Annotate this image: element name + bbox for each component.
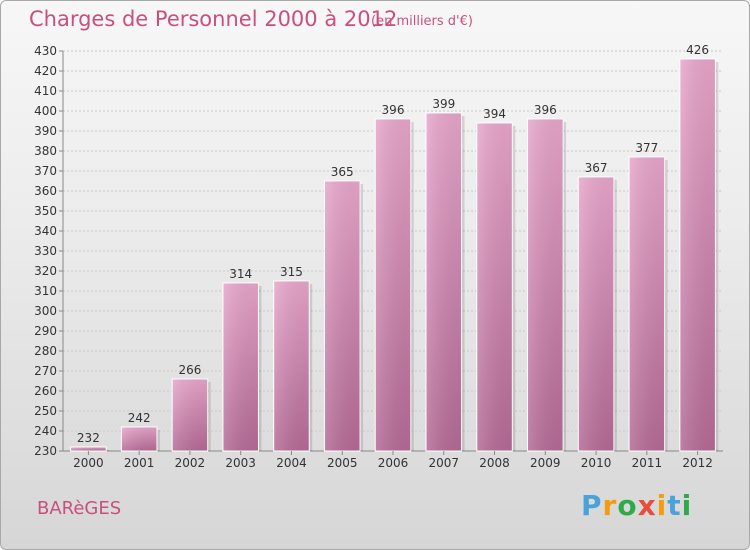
data-label: 242 [128, 411, 151, 425]
y-tick-label: 380 [34, 144, 57, 158]
x-tick-label: 2010 [581, 456, 612, 470]
bar-highlight [222, 283, 259, 451]
data-label: 426 [686, 43, 709, 57]
data-label: 232 [77, 431, 100, 445]
bar-highlight [375, 119, 411, 451]
y-tick-label: 250 [34, 404, 57, 418]
bar-highlight [172, 379, 208, 451]
y-tick-label: 260 [34, 384, 57, 398]
y-tick-label: 300 [34, 304, 57, 318]
data-label: 315 [280, 265, 303, 279]
bar-highlight [527, 119, 564, 451]
bar-highlight [426, 113, 462, 451]
logo-letter: x [637, 489, 657, 522]
y-tick-label: 240 [34, 424, 57, 438]
logo-letter: i [656, 489, 668, 522]
data-label: 314 [229, 267, 252, 281]
data-label: 377 [635, 141, 658, 155]
y-tick-label: 390 [34, 124, 57, 138]
x-tick-label: 2006 [378, 456, 409, 470]
y-tick-label: 360 [34, 184, 57, 198]
x-tick-label: 2001 [124, 456, 155, 470]
proxiti-logo: Proxiti [581, 489, 692, 522]
bar-highlight [629, 157, 665, 451]
y-tick-label: 350 [34, 204, 57, 218]
logo-letter: t [667, 489, 682, 522]
data-label: 365 [331, 165, 354, 179]
y-tick-label: 280 [34, 344, 57, 358]
chart-subtitle: (en milliers d'€) [371, 14, 473, 29]
x-tick-label: 2000 [73, 456, 104, 470]
data-label: 367 [585, 161, 608, 175]
y-tick-label: 320 [34, 264, 57, 278]
x-tick-label: 2003 [225, 456, 256, 470]
commune-name: BARèGES [37, 498, 122, 519]
data-label: 266 [178, 363, 201, 377]
x-tick-label: 2004 [276, 456, 307, 470]
y-tick-label: 430 [34, 44, 57, 58]
bar-highlight [273, 281, 310, 451]
y-tick-label: 420 [34, 64, 57, 78]
y-tick-label: 270 [34, 364, 57, 378]
y-tick-label: 410 [34, 84, 57, 98]
bar-highlight [70, 447, 107, 451]
logo-letter: P [581, 489, 603, 522]
x-tick-label: 2002 [175, 456, 206, 470]
data-label: 399 [432, 97, 455, 111]
x-tick-label: 2009 [530, 456, 561, 470]
bar-highlight [324, 181, 360, 451]
x-tick-label: 2012 [682, 456, 713, 470]
y-tick-label: 340 [34, 224, 57, 238]
y-tick-label: 230 [34, 444, 57, 458]
y-tick-label: 310 [34, 284, 57, 298]
bar-highlight [679, 59, 716, 451]
y-tick-label: 400 [34, 104, 57, 118]
data-label: 394 [483, 107, 506, 121]
logo-letter: r [602, 489, 618, 522]
x-tick-label: 2007 [428, 456, 459, 470]
y-tick-label: 330 [34, 244, 57, 258]
bar-highlight [578, 177, 614, 451]
logo-letter: o [617, 489, 638, 522]
bar-highlight [121, 427, 157, 451]
x-tick-label: 2005 [327, 456, 358, 470]
bar-highlight [476, 123, 513, 451]
y-tick-label: 370 [34, 164, 57, 178]
data-label: 396 [382, 103, 405, 117]
chart-title: Charges de Personnel 2000 à 2012 [29, 7, 398, 31]
y-tick-label: 290 [34, 324, 57, 338]
x-tick-label: 2011 [632, 456, 663, 470]
logo-letter: i [681, 489, 693, 522]
x-tick-label: 2008 [479, 456, 510, 470]
data-label: 396 [534, 103, 557, 117]
